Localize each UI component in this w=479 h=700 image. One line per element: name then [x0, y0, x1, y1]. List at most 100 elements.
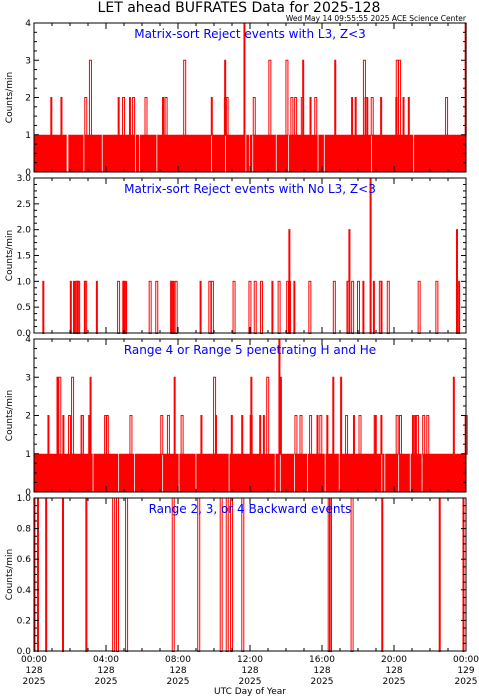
data-spike — [88, 59, 92, 136]
y-axis-label: Counts/min — [5, 230, 15, 281]
data-spike — [378, 280, 382, 335]
data-spike — [232, 280, 236, 335]
data-spike — [316, 415, 319, 455]
data-spike — [253, 280, 257, 335]
data-spike — [398, 59, 402, 136]
data-spike — [132, 97, 136, 136]
data-spike — [68, 415, 72, 455]
data-spike — [395, 59, 399, 136]
data-spike — [213, 376, 217, 455]
x-tick-label: 2025 — [383, 677, 406, 687]
data-spike — [208, 280, 212, 335]
data-spike — [105, 415, 109, 455]
x-tick-label: 00:00 — [21, 655, 47, 665]
x-tick-label: 00:00 — [453, 655, 479, 665]
x-tick-label: 128 — [313, 666, 330, 676]
data-spike — [348, 229, 351, 335]
y-tick-label: 3 — [25, 56, 31, 66]
data-spike — [210, 280, 214, 335]
data-spike — [268, 59, 272, 136]
data-spike — [62, 497, 65, 652]
data-spike — [458, 280, 461, 335]
figure-title: LET ahead BUFRATES Data for 2025-128 — [98, 0, 381, 16]
data-spike — [435, 280, 439, 335]
y-tick-label: 0.2 — [17, 616, 31, 626]
y-axis-label: Counts/min — [5, 549, 15, 600]
x-axis: 00:00128202504:00128202508:00128202512:0… — [21, 655, 479, 687]
panel-title: Range 4 or Range 5 penetrating H and He — [124, 343, 376, 357]
data-spike — [332, 280, 336, 335]
data-spike — [308, 280, 312, 335]
data-spike — [309, 97, 312, 136]
panel-2: 0.0 0.5 1.0 1.5 2.0 2.5 3.0 Matrix-sort Reject … — [5, 174, 467, 339]
data-spike — [183, 59, 187, 136]
y-axis-label: Counts/min — [5, 390, 15, 441]
data-spike — [250, 376, 253, 455]
y-tick-label: 2 — [25, 412, 31, 422]
data-spike — [438, 497, 441, 652]
x-tick-label: 12:00 — [237, 655, 263, 665]
data-spike — [148, 280, 152, 335]
panel-title: Matrix-sort Reject events with L3, Z<3 — [134, 27, 366, 41]
data-spike — [351, 280, 355, 335]
panel-3: 0 1 2 3 4 Range 4 or Range 5 penetrating H an… — [5, 335, 468, 498]
data-spike — [299, 415, 303, 455]
data-spike — [116, 497, 120, 652]
data-spike — [411, 415, 414, 455]
data-spike — [200, 415, 203, 455]
y-axis-label: Counts/min — [5, 72, 15, 123]
data-spike — [381, 497, 384, 652]
y-tick-label: 2 — [25, 94, 31, 104]
data-spike — [345, 415, 349, 455]
data-spike — [372, 280, 375, 335]
data-spike — [279, 376, 282, 455]
data-spike — [174, 280, 178, 335]
x-tick-label: 20:00 — [381, 655, 407, 665]
data-spike — [128, 97, 131, 136]
data-spike — [407, 97, 410, 136]
data-spike — [73, 280, 76, 335]
data-spike — [369, 177, 372, 334]
x-tick-label: 2025 — [23, 677, 46, 687]
x-tick-label: 128 — [97, 666, 114, 676]
data-spike — [445, 97, 449, 136]
y-tick-label: 0 — [25, 168, 31, 178]
plot-frame — [33, 177, 467, 334]
data-spike — [294, 415, 298, 455]
data-spike — [160, 415, 164, 455]
data-spike — [362, 59, 366, 136]
x-tick-label: 2025 — [167, 677, 190, 687]
x-tick-label: 128 — [385, 666, 402, 676]
data-spike — [164, 97, 168, 136]
data-spike — [395, 415, 399, 455]
plot-frame — [33, 497, 467, 652]
y-tick-label: 2.5 — [17, 200, 31, 210]
data-spike — [386, 280, 390, 335]
y-tick-label: 0.0 — [17, 647, 32, 657]
y-tick-label: 3 — [25, 373, 31, 383]
data-spike — [173, 376, 176, 455]
data-spike — [262, 415, 265, 455]
data-spike — [144, 97, 148, 136]
data-spike — [225, 497, 229, 652]
x-tick-label: 08:00 — [165, 655, 191, 665]
data-spike — [230, 415, 233, 455]
data-spike — [241, 415, 244, 455]
data-spike — [210, 97, 213, 136]
data-spike — [219, 497, 223, 652]
data-spike — [309, 415, 313, 455]
data-spike — [241, 497, 245, 652]
data-spike — [69, 280, 72, 335]
data-spike — [422, 415, 426, 455]
y-tick-label: 0.5 — [17, 303, 31, 313]
data-spike — [129, 415, 133, 455]
x-tick-label: 128 — [169, 666, 186, 676]
data-spike — [180, 415, 184, 455]
data-spike — [288, 229, 291, 335]
data-spike — [62, 415, 65, 455]
data-spike — [155, 280, 159, 335]
data-spike — [171, 497, 175, 652]
data-spike — [199, 280, 202, 335]
data-spike — [452, 376, 455, 455]
data-spike — [230, 497, 234, 652]
